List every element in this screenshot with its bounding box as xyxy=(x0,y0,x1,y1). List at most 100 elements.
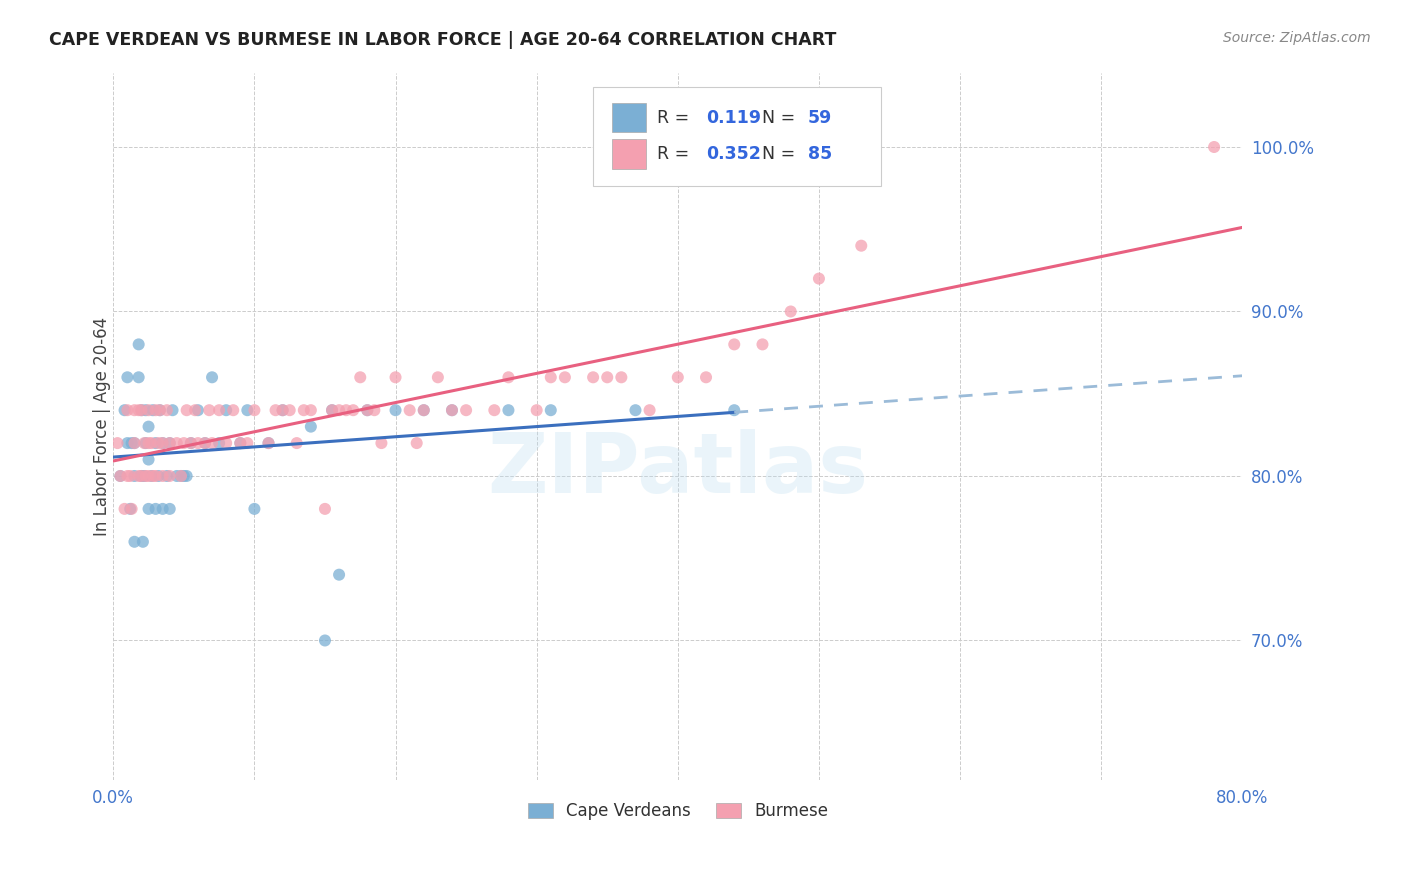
Point xyxy=(299,419,322,434)
Point xyxy=(138,419,160,434)
Text: 0.119: 0.119 xyxy=(706,109,761,127)
Point xyxy=(405,436,427,450)
Point xyxy=(176,469,198,483)
Text: 0.352: 0.352 xyxy=(706,145,761,163)
Point xyxy=(314,633,336,648)
Text: N =: N = xyxy=(751,145,801,163)
Point xyxy=(120,469,142,483)
Point xyxy=(271,403,294,417)
Point xyxy=(135,469,157,483)
Point xyxy=(149,403,172,417)
Point xyxy=(152,502,174,516)
Legend: Cape Verdeans, Burmese: Cape Verdeans, Burmese xyxy=(523,797,832,825)
Point xyxy=(152,436,174,450)
FancyBboxPatch shape xyxy=(593,87,882,186)
Point xyxy=(180,436,202,450)
Point xyxy=(807,271,830,285)
Point xyxy=(229,436,252,450)
Point xyxy=(328,403,350,417)
Point xyxy=(134,469,156,483)
Point xyxy=(314,502,336,516)
Point xyxy=(596,370,619,384)
Point xyxy=(257,436,280,450)
Point xyxy=(142,403,165,417)
Point xyxy=(243,502,266,516)
Point xyxy=(187,403,209,417)
Point xyxy=(299,403,322,417)
Point xyxy=(148,436,170,450)
Point xyxy=(540,403,562,417)
Point xyxy=(117,403,139,417)
Point xyxy=(751,337,773,351)
Point xyxy=(201,370,224,384)
Point xyxy=(114,403,136,417)
Point xyxy=(187,436,209,450)
Point xyxy=(131,469,153,483)
Text: 59: 59 xyxy=(807,109,832,127)
Point xyxy=(142,469,165,483)
Point xyxy=(198,403,221,417)
Point xyxy=(456,403,478,417)
Point xyxy=(412,403,434,417)
Point xyxy=(610,370,633,384)
Point xyxy=(131,403,153,417)
Point xyxy=(145,502,167,516)
Point xyxy=(138,436,160,450)
Point xyxy=(384,370,406,384)
Point xyxy=(149,403,172,417)
Point xyxy=(145,436,167,450)
Point xyxy=(138,403,160,417)
FancyBboxPatch shape xyxy=(613,139,647,169)
Point xyxy=(1204,140,1226,154)
Point xyxy=(194,436,217,450)
Text: N =: N = xyxy=(751,109,801,127)
Point xyxy=(135,403,157,417)
Point xyxy=(723,337,745,351)
Point xyxy=(370,436,392,450)
Point xyxy=(356,403,378,417)
Point xyxy=(170,469,193,483)
Point xyxy=(148,469,170,483)
Point xyxy=(440,403,463,417)
Point xyxy=(138,469,160,483)
Point xyxy=(215,436,238,450)
Point xyxy=(498,403,520,417)
Point xyxy=(170,469,193,483)
Point xyxy=(271,403,294,417)
Point xyxy=(363,403,385,417)
Text: R =: R = xyxy=(658,145,695,163)
Point xyxy=(124,436,146,450)
Point xyxy=(236,436,259,450)
Point xyxy=(121,436,143,450)
Point xyxy=(166,469,188,483)
Point xyxy=(128,370,150,384)
Point xyxy=(384,403,406,417)
Point xyxy=(117,469,139,483)
Point xyxy=(134,436,156,450)
Point xyxy=(526,403,548,417)
Point xyxy=(173,436,195,450)
Point xyxy=(851,238,873,252)
Point xyxy=(236,403,259,417)
Point xyxy=(321,403,343,417)
Point xyxy=(328,567,350,582)
Y-axis label: In Labor Force | Age 20-64: In Labor Force | Age 20-64 xyxy=(93,317,111,536)
Point xyxy=(110,469,132,483)
Point xyxy=(440,403,463,417)
FancyBboxPatch shape xyxy=(613,103,647,132)
Text: R =: R = xyxy=(658,109,695,127)
Point xyxy=(666,370,689,384)
Point xyxy=(342,403,364,417)
Point xyxy=(540,370,562,384)
Point xyxy=(278,403,301,417)
Point xyxy=(159,436,181,450)
Point xyxy=(398,403,420,417)
Point xyxy=(141,469,163,483)
Point xyxy=(138,452,160,467)
Point xyxy=(335,403,357,417)
Point xyxy=(141,436,163,450)
Point xyxy=(131,403,153,417)
Point xyxy=(135,436,157,450)
Point xyxy=(145,403,167,417)
Point xyxy=(180,436,202,450)
